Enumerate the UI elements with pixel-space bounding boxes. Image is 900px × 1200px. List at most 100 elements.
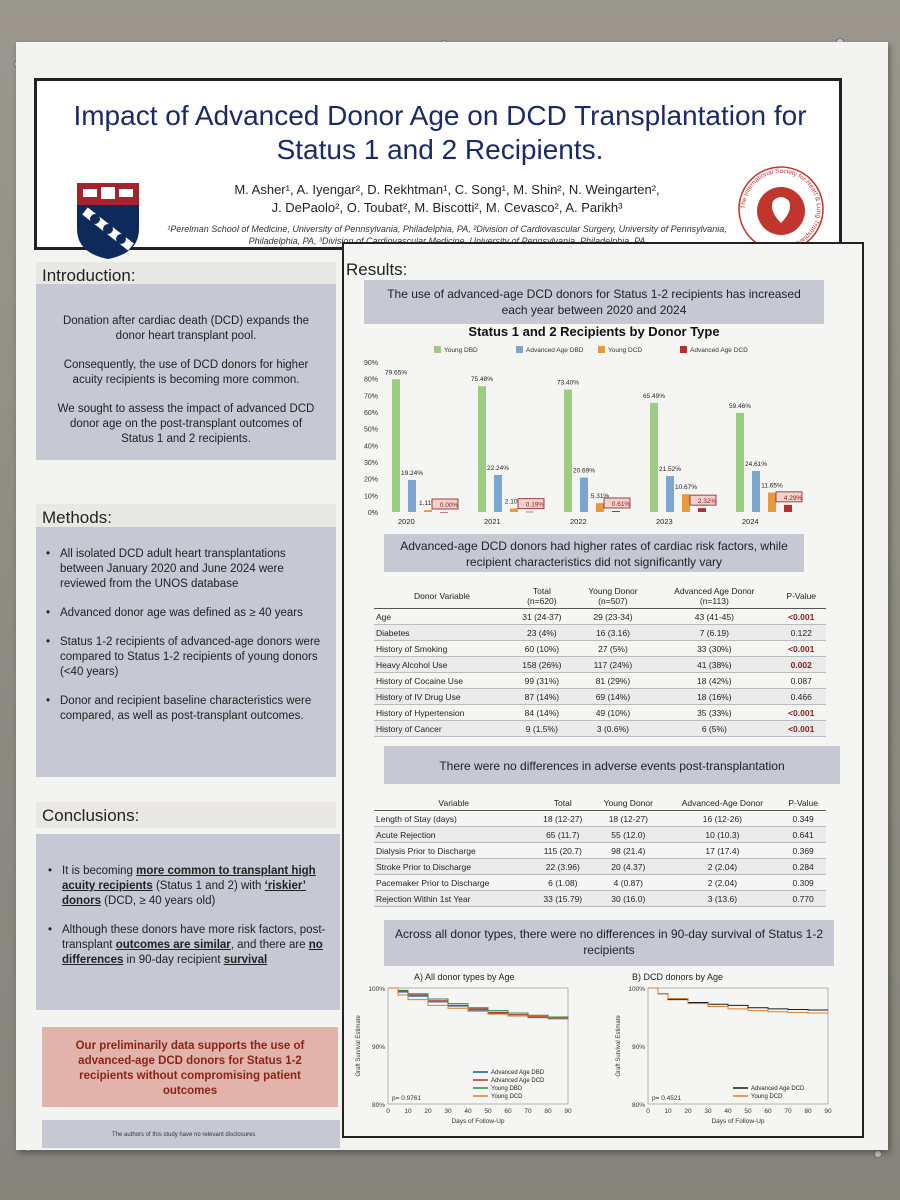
- x-tick-label: 20: [424, 1108, 432, 1115]
- table-cell: 20 (4.37): [592, 858, 665, 875]
- legend-swatch: [680, 346, 687, 353]
- y-tick-label: 40%: [364, 443, 378, 450]
- table-row: History of IV Drug Use 87 (14%) 69 (14%) 18…: [374, 688, 826, 705]
- data-label: 75.48%: [471, 376, 493, 383]
- table-cell: 99 (31%): [510, 672, 574, 689]
- x-tick-label: 2021: [484, 517, 501, 526]
- table-header-row: Variable Total Young Donor Advanced-Age Don…: [374, 796, 826, 811]
- methods-heading: Methods:: [36, 504, 336, 530]
- table-cell: 27 (5%): [573, 640, 653, 657]
- table-cell: 29 (23-34): [573, 608, 653, 625]
- data-label: 0.19%: [526, 502, 545, 509]
- x-tick-label: 10: [664, 1108, 672, 1115]
- table-cell: 0.002: [776, 656, 826, 673]
- data-label: 2.10%: [505, 499, 524, 506]
- y-tick-label: 80%: [372, 1102, 385, 1109]
- column-header: Variable: [374, 796, 534, 811]
- y-tick-label: 30%: [364, 460, 378, 467]
- bar-young-dcd: [682, 494, 690, 512]
- table-cell: 0.770: [780, 890, 826, 907]
- poster-header: Impact of Advanced Donor Age on DCD Tran…: [34, 78, 842, 259]
- table-cell: 55 (12.0): [592, 826, 665, 843]
- conclusion-item: • Although these donors have more risk f…: [48, 924, 326, 966]
- disclosure: The authors of this study have no releva…: [42, 1120, 340, 1148]
- conclusion-item: • It is becoming more common to transpla…: [48, 865, 316, 907]
- data-label-box: [431, 498, 459, 510]
- survival-curve: [388, 987, 569, 1020]
- km-chart-a: 80% 90% 100% 0 10 20 30 40 50 60 70 80 90 Days of Fol…: [356, 986, 572, 1125]
- y-axis-label: Graft Survival Estimate: [356, 1015, 362, 1077]
- column-header: Young Donor (n=507): [573, 584, 653, 609]
- x-tick-label: 20: [684, 1108, 692, 1115]
- table-cell: 33 (30%): [652, 640, 777, 657]
- table-cell: 22 (3.96): [533, 858, 593, 875]
- km-chart-b-title: B) DCD donors by Age: [632, 972, 724, 982]
- table-cell: 3 (13.6): [664, 890, 781, 907]
- table-cell: 2 (2.04): [664, 874, 781, 891]
- data-label: 65.49%: [643, 393, 665, 400]
- table-row: Rejection Within 1st Year 33 (15.79) 30 (1…: [374, 890, 826, 907]
- data-label: 22.24%: [487, 465, 509, 472]
- data-label: 20.69%: [573, 468, 595, 475]
- x-tick-label: 2020: [398, 517, 415, 526]
- table-cell: <0.001: [776, 720, 826, 737]
- table-cell: 4 (0.87): [592, 874, 665, 891]
- table-cell: 6 (5%): [652, 720, 777, 737]
- pushpin: [874, 1150, 882, 1158]
- data-label: 4.29%: [784, 495, 803, 502]
- table-row: History of Cocaine Use 99 (31%) 81 (29%) 18…: [374, 672, 826, 689]
- table-cell: 0.349: [780, 810, 826, 827]
- p-value: p= 0.9761: [392, 1095, 421, 1102]
- x-tick-label: 30: [444, 1108, 452, 1115]
- legend-label: Advanced Age DCD: [751, 1086, 805, 1092]
- table-cell: 17 (17.4): [664, 842, 781, 859]
- data-label: 24.61%: [745, 461, 767, 468]
- conclusions-heading: Conclusions:: [36, 802, 336, 828]
- methods-item: • Donor and recipient baseline characteri…: [46, 695, 312, 722]
- table-cell: 16 (12-26): [664, 810, 781, 827]
- y-tick-label: 70%: [364, 393, 378, 400]
- table-row: Length of Stay (days) 18 (12-27) 18 (12-27…: [374, 810, 826, 827]
- bar-advanced-age-dcd: [526, 511, 534, 513]
- bar-advanced-age-dcd: [612, 510, 620, 512]
- x-tick-label: 90: [564, 1108, 572, 1115]
- data-label: 21.52%: [659, 466, 681, 473]
- table-row: History of Smoking 60 (10%) 27 (5%) 33 (30%…: [374, 640, 826, 657]
- penn-shield-logo: [77, 183, 139, 259]
- table-cell: 31 (24-37): [510, 608, 574, 625]
- x-tick-label: 40: [464, 1108, 472, 1115]
- x-tick-label: 60: [504, 1108, 512, 1115]
- data-label: 0.00%: [440, 502, 459, 509]
- table-cell: 84 (14%): [510, 704, 574, 721]
- x-tick-label: 2023: [656, 517, 673, 526]
- table-cell: 35 (33%): [652, 704, 777, 721]
- column-header: Total: [533, 796, 593, 811]
- bar-advanced-age-dcd: [698, 508, 706, 512]
- bar-young-dbd: [650, 402, 658, 512]
- legend-label: Advanced Age DCD: [491, 1078, 545, 1084]
- table-cell: 18 (16%): [652, 688, 777, 705]
- results-callout: The use of advanced-age DCD donors for S…: [364, 280, 824, 324]
- x-tick-label: 40: [724, 1108, 732, 1115]
- legend-label: Young DBD: [444, 347, 478, 354]
- legend-label: Advanced Age DCD: [690, 347, 748, 354]
- table-cell: 6 (1.08): [533, 874, 593, 891]
- table-cell: History of Cocaine Use: [374, 672, 511, 689]
- intro-heading: Introduction:: [36, 262, 336, 288]
- methods-item: • Advanced donor age was defined as ≥ 40 …: [46, 607, 303, 619]
- km-chart-a-title: A) All donor types by Age: [414, 972, 515, 982]
- table-cell: 33 (15.79): [533, 890, 593, 907]
- methods-item: • Status 1-2 recipients of advanced-age d…: [46, 636, 321, 678]
- table-cell: History of IV Drug Use: [374, 688, 511, 705]
- data-label: 59.46%: [729, 403, 751, 410]
- column-header: Donor Variable: [374, 584, 511, 609]
- column-header: Advanced Age Donor (n=113): [652, 584, 777, 609]
- legend-label: Young DCD: [491, 1094, 523, 1100]
- table-cell: 18 (12-27): [592, 810, 665, 827]
- x-tick-label: 80: [544, 1108, 552, 1115]
- data-label-box: [603, 497, 631, 509]
- results-callout: Advanced-age DCD donors had higher rates…: [384, 534, 804, 572]
- table-cell: 16 (3.16): [573, 624, 653, 641]
- final-statement: Our preliminarily data supports the use …: [42, 1027, 338, 1107]
- bar-young-dbd: [478, 386, 486, 512]
